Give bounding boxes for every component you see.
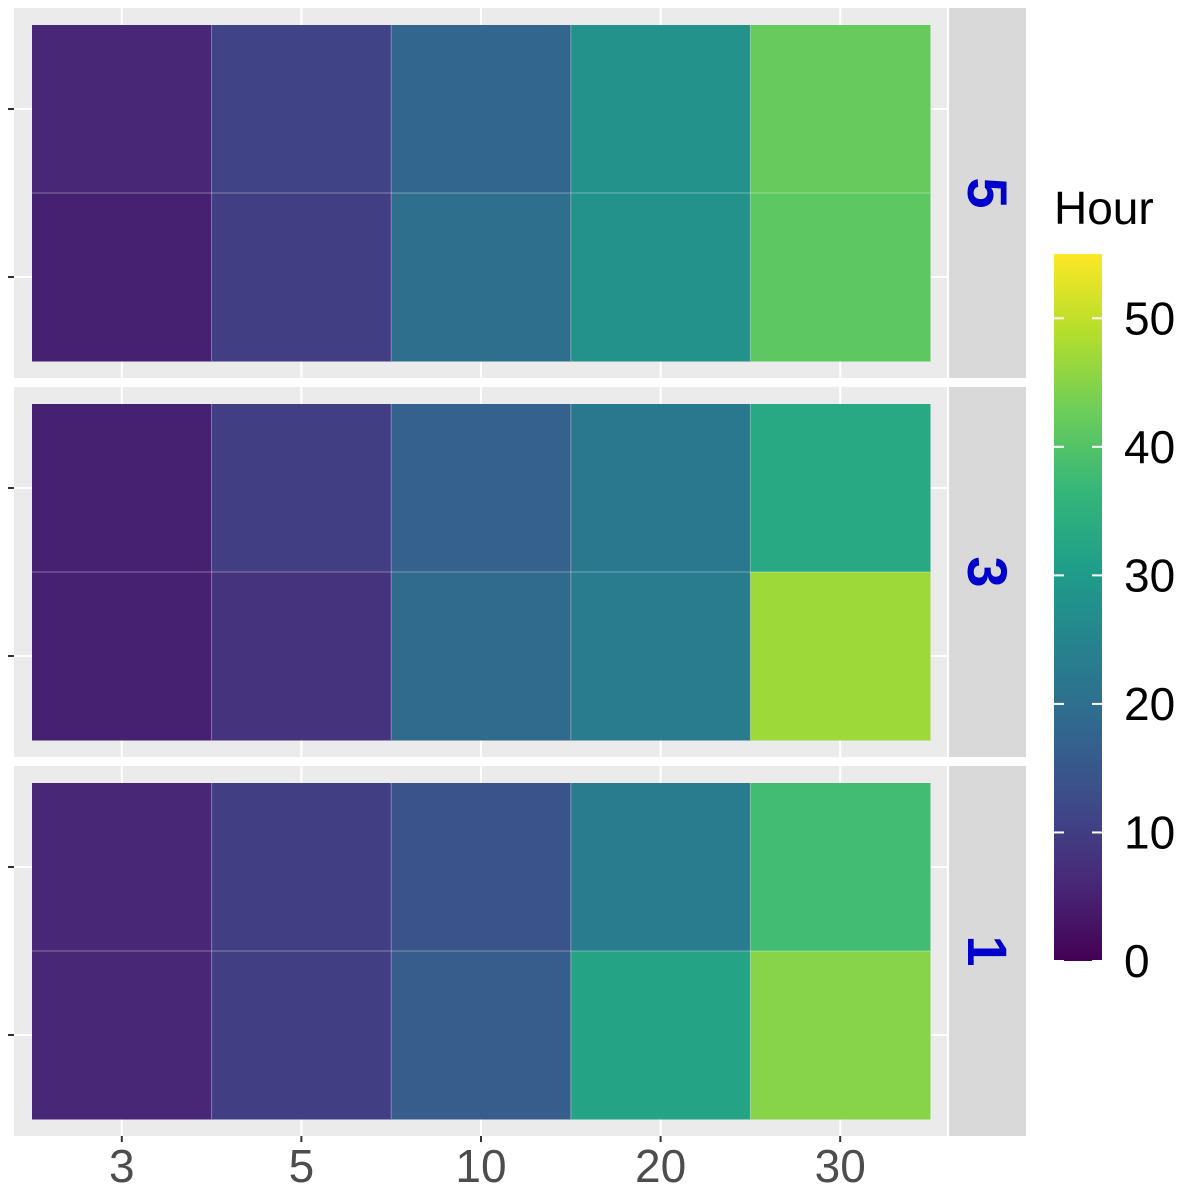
- heat-tile: [570, 404, 751, 573]
- heat-tile: [391, 951, 572, 1120]
- heat-tile: [211, 404, 392, 573]
- heat-tile: [211, 25, 392, 194]
- x-tick-label: 20: [635, 1140, 686, 1192]
- facet-label: 5: [956, 177, 1019, 208]
- heat-tile: [750, 25, 931, 194]
- heat-tile: [750, 783, 931, 952]
- heat-tile: [570, 193, 751, 362]
- facet-strip: [949, 387, 1026, 757]
- x-tick-label: 10: [455, 1140, 506, 1192]
- x-tick-label: 3: [109, 1140, 135, 1192]
- facet-strip: [949, 766, 1026, 1136]
- heat-tile: [211, 783, 392, 952]
- x-axis: 3 5 10 20 30: [109, 1136, 866, 1192]
- facet-label: 3: [956, 556, 1019, 587]
- facet-panel: 5: [8, 8, 1026, 378]
- heat-tile: [391, 572, 572, 741]
- colorbar-tick-label: 50: [1124, 292, 1175, 344]
- heat-tile: [391, 193, 572, 362]
- heat-tile: [32, 25, 213, 194]
- heat-tile: [570, 951, 751, 1120]
- colorbar-ticks: 0 10 20 30 40 50: [1054, 292, 1175, 987]
- heat-tile: [391, 404, 572, 573]
- heat-tile: [750, 193, 931, 362]
- heat-tile: [750, 404, 931, 573]
- colorbar-tick-label: 30: [1124, 549, 1175, 601]
- colorbar-tick-label: 0: [1124, 935, 1150, 987]
- heat-tile: [32, 783, 213, 952]
- heat-tile: [570, 572, 751, 741]
- facet-strip: [949, 8, 1026, 378]
- heat-tile: [570, 25, 751, 194]
- heat-tile: [750, 951, 931, 1120]
- heat-tile: [211, 951, 392, 1120]
- heat-tile: [391, 25, 572, 194]
- heat-tile: [32, 951, 213, 1120]
- x-tick-label: 30: [815, 1140, 866, 1192]
- colorbar-tick-label: 10: [1124, 806, 1175, 858]
- colorbar-tick-label: 20: [1124, 678, 1175, 730]
- facet-label: 1: [956, 935, 1019, 966]
- legend-title: Hour: [1054, 182, 1154, 234]
- heat-tile: [32, 193, 213, 362]
- facet-panel: 3: [8, 387, 1026, 757]
- heat-tile: [32, 404, 213, 573]
- heat-tile: [211, 572, 392, 741]
- colorbar-tick-label: 40: [1124, 421, 1175, 473]
- heat-tile: [750, 572, 931, 741]
- colorbar: [1054, 254, 1102, 961]
- colorbar-legend: Hour 0 10 20 30 40 50: [1054, 182, 1175, 987]
- heat-tile: [32, 572, 213, 741]
- facet-panels: 5 3 1: [8, 8, 1026, 1136]
- heat-tile: [570, 783, 751, 952]
- x-tick-label: 5: [289, 1140, 315, 1192]
- heat-tile: [391, 783, 572, 952]
- facet-panel: 1: [8, 766, 1026, 1136]
- heat-tile: [211, 193, 392, 362]
